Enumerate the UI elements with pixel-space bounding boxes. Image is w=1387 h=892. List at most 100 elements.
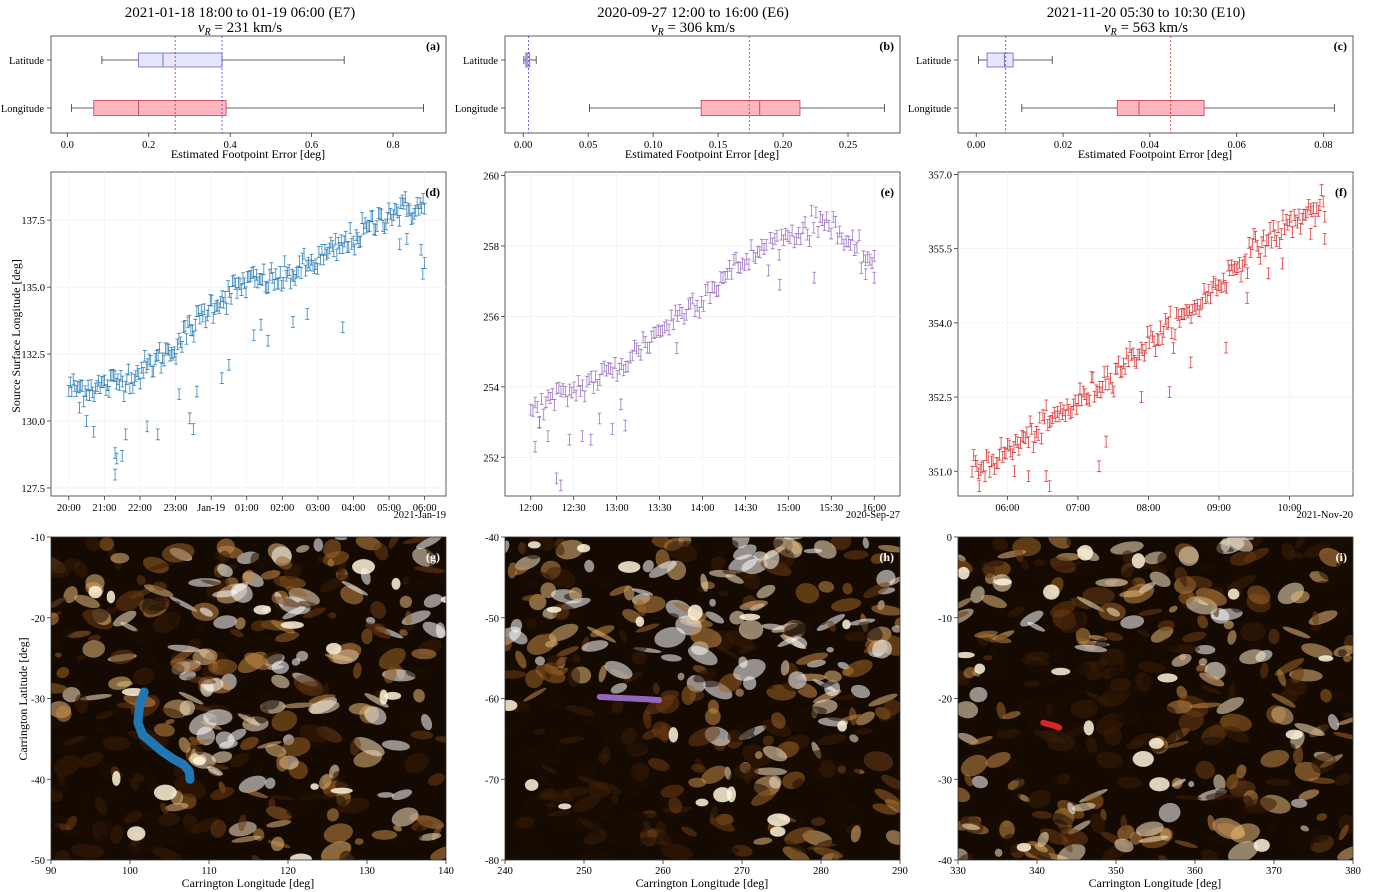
texture-blob (969, 735, 993, 746)
texture-blob (642, 559, 654, 573)
x-tick-label: 08:00 (1136, 503, 1160, 514)
data-point (370, 210, 375, 222)
texture-blob (85, 537, 101, 552)
texture-blob (584, 559, 595, 573)
texture-blob (336, 562, 346, 579)
data-point (1297, 208, 1302, 221)
texture-blob (753, 767, 787, 776)
bright-spot (1083, 720, 1094, 736)
panel-label: (b) (879, 39, 894, 53)
data-point (1274, 235, 1279, 247)
texture-blob (268, 798, 276, 809)
texture-blob (179, 700, 195, 716)
texture-blob (514, 565, 530, 576)
texture-blob (544, 640, 559, 648)
texture-blob (1216, 697, 1244, 715)
bright-spot (88, 585, 103, 599)
x-tick-label: 0.10 (644, 140, 662, 151)
texture-blob (1099, 648, 1125, 666)
texture-blob (652, 682, 660, 695)
texture-blob (208, 659, 238, 676)
data-point (1144, 341, 1149, 354)
texture-blob (259, 691, 280, 710)
data-point (604, 364, 609, 377)
data-point (818, 210, 823, 223)
texture-blob (802, 749, 830, 763)
data-point (1224, 341, 1229, 354)
texture-blob (598, 752, 608, 765)
x-tick-label: 0.2 (142, 140, 155, 151)
texture-blob (1181, 631, 1207, 643)
texture-blob (814, 540, 837, 559)
texture-blob (284, 586, 308, 597)
texture-blob (604, 660, 633, 679)
texture-blob (1014, 545, 1024, 563)
data-point (859, 262, 864, 275)
data-point (731, 253, 736, 266)
texture-blob (267, 795, 295, 800)
data-point (777, 248, 782, 261)
texture-blob (534, 656, 546, 666)
texture-blob (627, 790, 641, 798)
texture-blob (399, 711, 418, 729)
texture-blob (1176, 685, 1188, 699)
texture-blob (323, 823, 353, 844)
data-point (610, 423, 615, 435)
texture-blob (813, 847, 844, 859)
data-point (1047, 480, 1052, 492)
y-tick-label: 352.5 (928, 393, 952, 404)
data-point (554, 472, 559, 485)
bright-spot (1132, 750, 1154, 767)
y-tick-label: 0 (947, 533, 952, 544)
data-point (340, 321, 345, 334)
plot-frame (50, 171, 447, 497)
texture-blob (1205, 548, 1224, 554)
texture-blob (629, 766, 637, 783)
data-point (331, 245, 336, 258)
data-point (602, 360, 607, 373)
y-tick-label: -20 (31, 614, 45, 625)
texture-blob (849, 734, 859, 743)
bright-spot (384, 691, 402, 700)
data-point (1290, 226, 1295, 238)
data-point (643, 336, 648, 348)
texture-blob (240, 736, 259, 751)
texture-blob (418, 833, 442, 841)
texture-blob (1085, 737, 1098, 753)
data-point (266, 281, 271, 294)
texture-blob (1240, 622, 1266, 642)
texture-blob (377, 792, 395, 798)
texture-blob (842, 582, 853, 595)
texture-blob (881, 774, 900, 790)
texture-blob (1024, 844, 1051, 860)
texture-blob (611, 793, 619, 805)
data-point (587, 373, 592, 386)
texture-blob (515, 816, 534, 829)
x-tick-label: 06:00 (995, 503, 1019, 514)
texture-blob (184, 739, 214, 746)
texture-blob (1239, 649, 1266, 665)
data-point (803, 216, 808, 228)
bright-spot (379, 689, 388, 705)
x-tick-label: 13:00 (605, 503, 629, 514)
texture-blob (648, 560, 677, 578)
texture-blob (148, 561, 175, 571)
texture-blob (186, 676, 217, 685)
data-point (559, 385, 564, 398)
panel-a-boxplot: 0.0 0.2 0.4 0.6 0.8 Latitude Longitude (a) (1, 35, 447, 151)
texture-blob (1149, 713, 1160, 724)
data-point (77, 401, 82, 414)
data-point (695, 299, 700, 312)
texture-blob (430, 845, 446, 860)
texture-blob (318, 773, 332, 790)
y-tick-label: -50 (485, 614, 499, 625)
data-point (552, 399, 557, 411)
texture-blob (961, 823, 980, 831)
texture-blob (1236, 764, 1247, 779)
data-point (701, 300, 706, 312)
data-point (835, 232, 840, 245)
texture-blob (158, 812, 181, 826)
texture-blob (256, 730, 270, 743)
data-point (299, 267, 304, 279)
data-point (591, 382, 596, 394)
